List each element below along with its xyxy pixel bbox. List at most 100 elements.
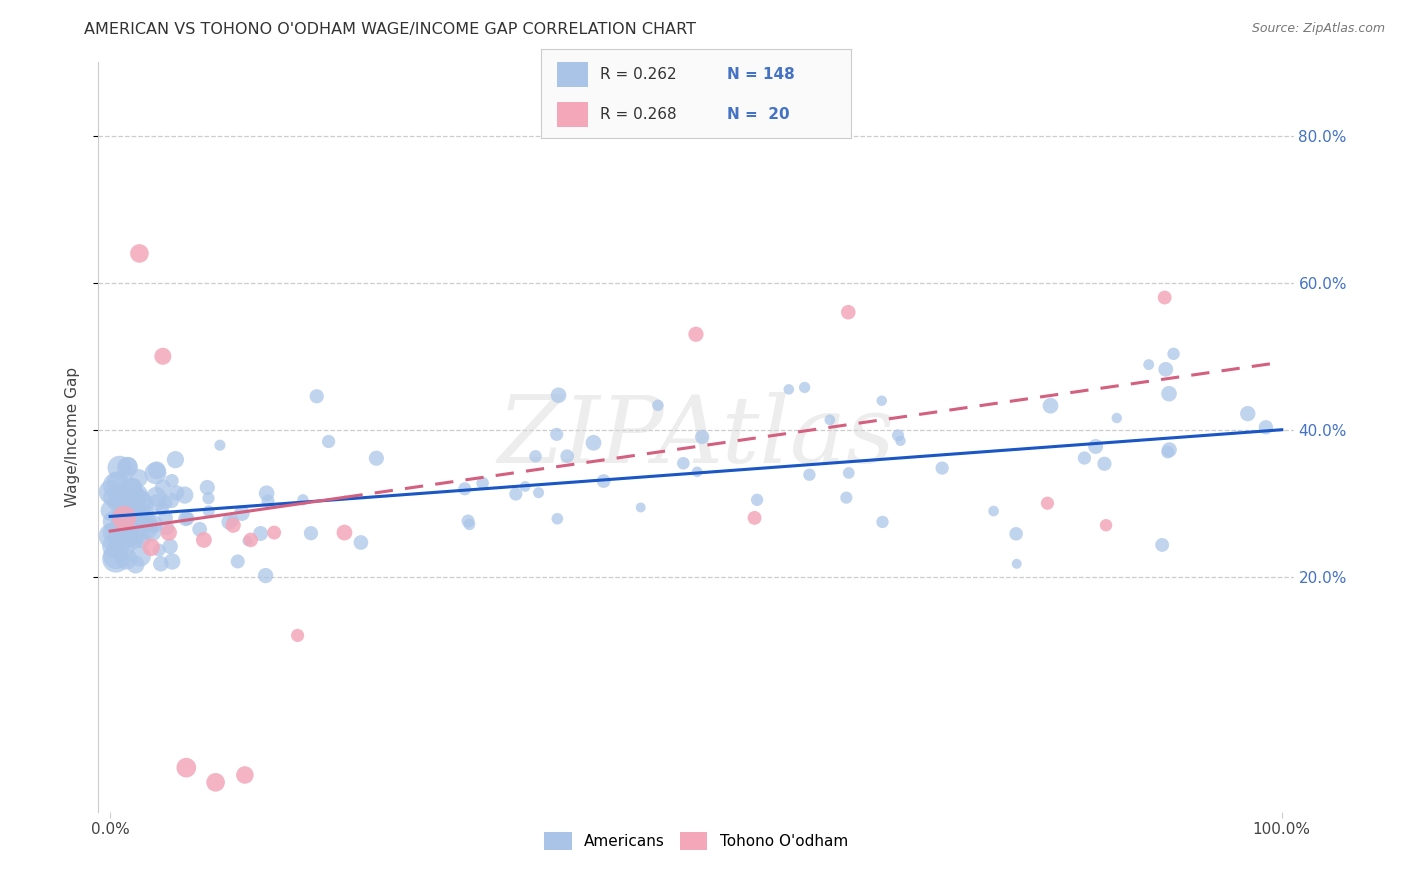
Point (1157, 386, 1180, 401)
Point (188, 522, 211, 536)
Point (160, 474, 183, 488)
Point (124, 533, 146, 548)
Point (121, 481, 143, 495)
Text: Source: ZipAtlas.com: Source: ZipAtlas.com (1251, 22, 1385, 36)
Point (174, 761, 197, 775)
Point (305, 389, 328, 403)
Point (155, 510, 177, 524)
Text: N =  20: N = 20 (727, 107, 790, 121)
Point (835, 491, 858, 505)
Point (555, 449, 578, 463)
Point (745, 492, 768, 507)
Point (471, 475, 494, 490)
Point (124, 490, 146, 504)
Point (118, 532, 141, 546)
Point (218, 515, 240, 529)
Point (129, 549, 152, 563)
Point (152, 481, 174, 495)
Point (127, 520, 149, 534)
Point (103, 515, 125, 529)
Point (124, 558, 146, 572)
Point (105, 478, 128, 492)
Point (889, 434, 911, 448)
Point (1039, 399, 1062, 413)
Point (254, 568, 277, 582)
Y-axis label: Wage/Income Gap: Wage/Income Gap (65, 367, 80, 508)
Point (513, 479, 536, 493)
Point (145, 467, 167, 481)
Point (231, 506, 253, 520)
Point (249, 526, 271, 541)
Point (799, 467, 821, 482)
Point (837, 305, 859, 319)
Point (107, 475, 129, 490)
Point (121, 510, 143, 524)
Point (233, 768, 256, 782)
Point (1105, 411, 1128, 425)
Point (108, 460, 131, 475)
Point (257, 494, 280, 508)
Point (1153, 291, 1175, 305)
Point (101, 491, 124, 505)
Point (125, 503, 148, 517)
Text: ZIPAtlas: ZIPAtlas (498, 392, 894, 482)
Point (141, 524, 163, 538)
Point (983, 504, 1005, 518)
Point (132, 497, 155, 511)
Point (931, 461, 953, 475)
Point (630, 500, 652, 515)
FancyBboxPatch shape (557, 62, 588, 87)
Point (105, 549, 128, 564)
Point (122, 489, 145, 503)
Point (118, 478, 141, 492)
Point (1084, 440, 1107, 454)
Point (165, 452, 187, 467)
Point (1036, 496, 1059, 510)
Point (527, 485, 550, 500)
Point (127, 488, 149, 502)
Point (128, 471, 150, 485)
Point (100, 485, 122, 500)
Point (129, 517, 152, 532)
Point (672, 456, 695, 470)
Point (110, 533, 132, 547)
Point (1157, 445, 1180, 459)
Point (121, 480, 143, 494)
Point (145, 463, 167, 477)
Text: R = 0.262: R = 0.262 (600, 67, 676, 81)
Point (222, 518, 245, 533)
FancyBboxPatch shape (557, 102, 588, 127)
Point (107, 495, 129, 509)
Point (685, 327, 707, 342)
Point (117, 460, 139, 475)
Point (118, 492, 141, 507)
Point (166, 485, 188, 500)
Point (546, 512, 568, 526)
Point (1236, 407, 1258, 421)
Point (1005, 526, 1028, 541)
Text: R = 0.268: R = 0.268 (600, 107, 676, 121)
Point (125, 531, 148, 545)
Point (690, 430, 713, 444)
Point (124, 525, 146, 540)
Point (1159, 442, 1181, 457)
Point (193, 533, 215, 547)
Point (115, 551, 138, 566)
Point (112, 520, 135, 534)
Text: N = 148: N = 148 (727, 67, 794, 81)
Point (176, 511, 198, 525)
Point (582, 435, 605, 450)
Point (197, 491, 219, 506)
Point (143, 517, 166, 532)
Point (872, 515, 894, 529)
Point (110, 540, 132, 554)
Point (256, 486, 278, 500)
Point (236, 533, 259, 548)
Point (125, 499, 148, 513)
Point (156, 521, 179, 535)
Point (155, 495, 177, 509)
Point (818, 413, 841, 427)
Point (145, 490, 167, 504)
Point (524, 450, 547, 464)
Point (141, 541, 163, 555)
